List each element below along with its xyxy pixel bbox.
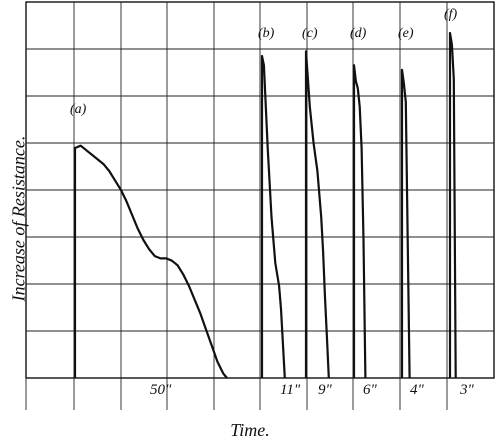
x-axis-label: Time.	[230, 420, 270, 440]
duration-label: 50"	[150, 382, 172, 398]
series-label: (a)	[70, 102, 87, 117]
series-label: (c)	[302, 26, 318, 41]
series-curve-b	[260, 54, 286, 379]
duration-label: 11"	[280, 382, 301, 398]
series-curve-f	[448, 31, 457, 379]
series-curve-d	[352, 64, 367, 379]
grid	[25, 2, 494, 410]
series-label: (f)	[444, 7, 458, 22]
series-label: (b)	[258, 26, 275, 41]
series-curve-e	[400, 68, 411, 379]
series-label: (e)	[398, 26, 414, 41]
y-axis-label: Increase of Resistance.	[8, 135, 29, 302]
series-label: (d)	[350, 26, 367, 41]
duration-label: 9"	[318, 382, 333, 398]
series-curve-c	[304, 50, 330, 379]
series-layer	[73, 31, 457, 379]
labels-layer: (a) 50" (b) 11" (c) 9" (d) 6" (e) 4" (f) 3"	[70, 7, 475, 398]
duration-label: 6"	[363, 382, 378, 398]
duration-label: 3"	[459, 382, 475, 398]
duration-label: 4"	[410, 382, 425, 398]
series-curve-a	[73, 144, 228, 379]
